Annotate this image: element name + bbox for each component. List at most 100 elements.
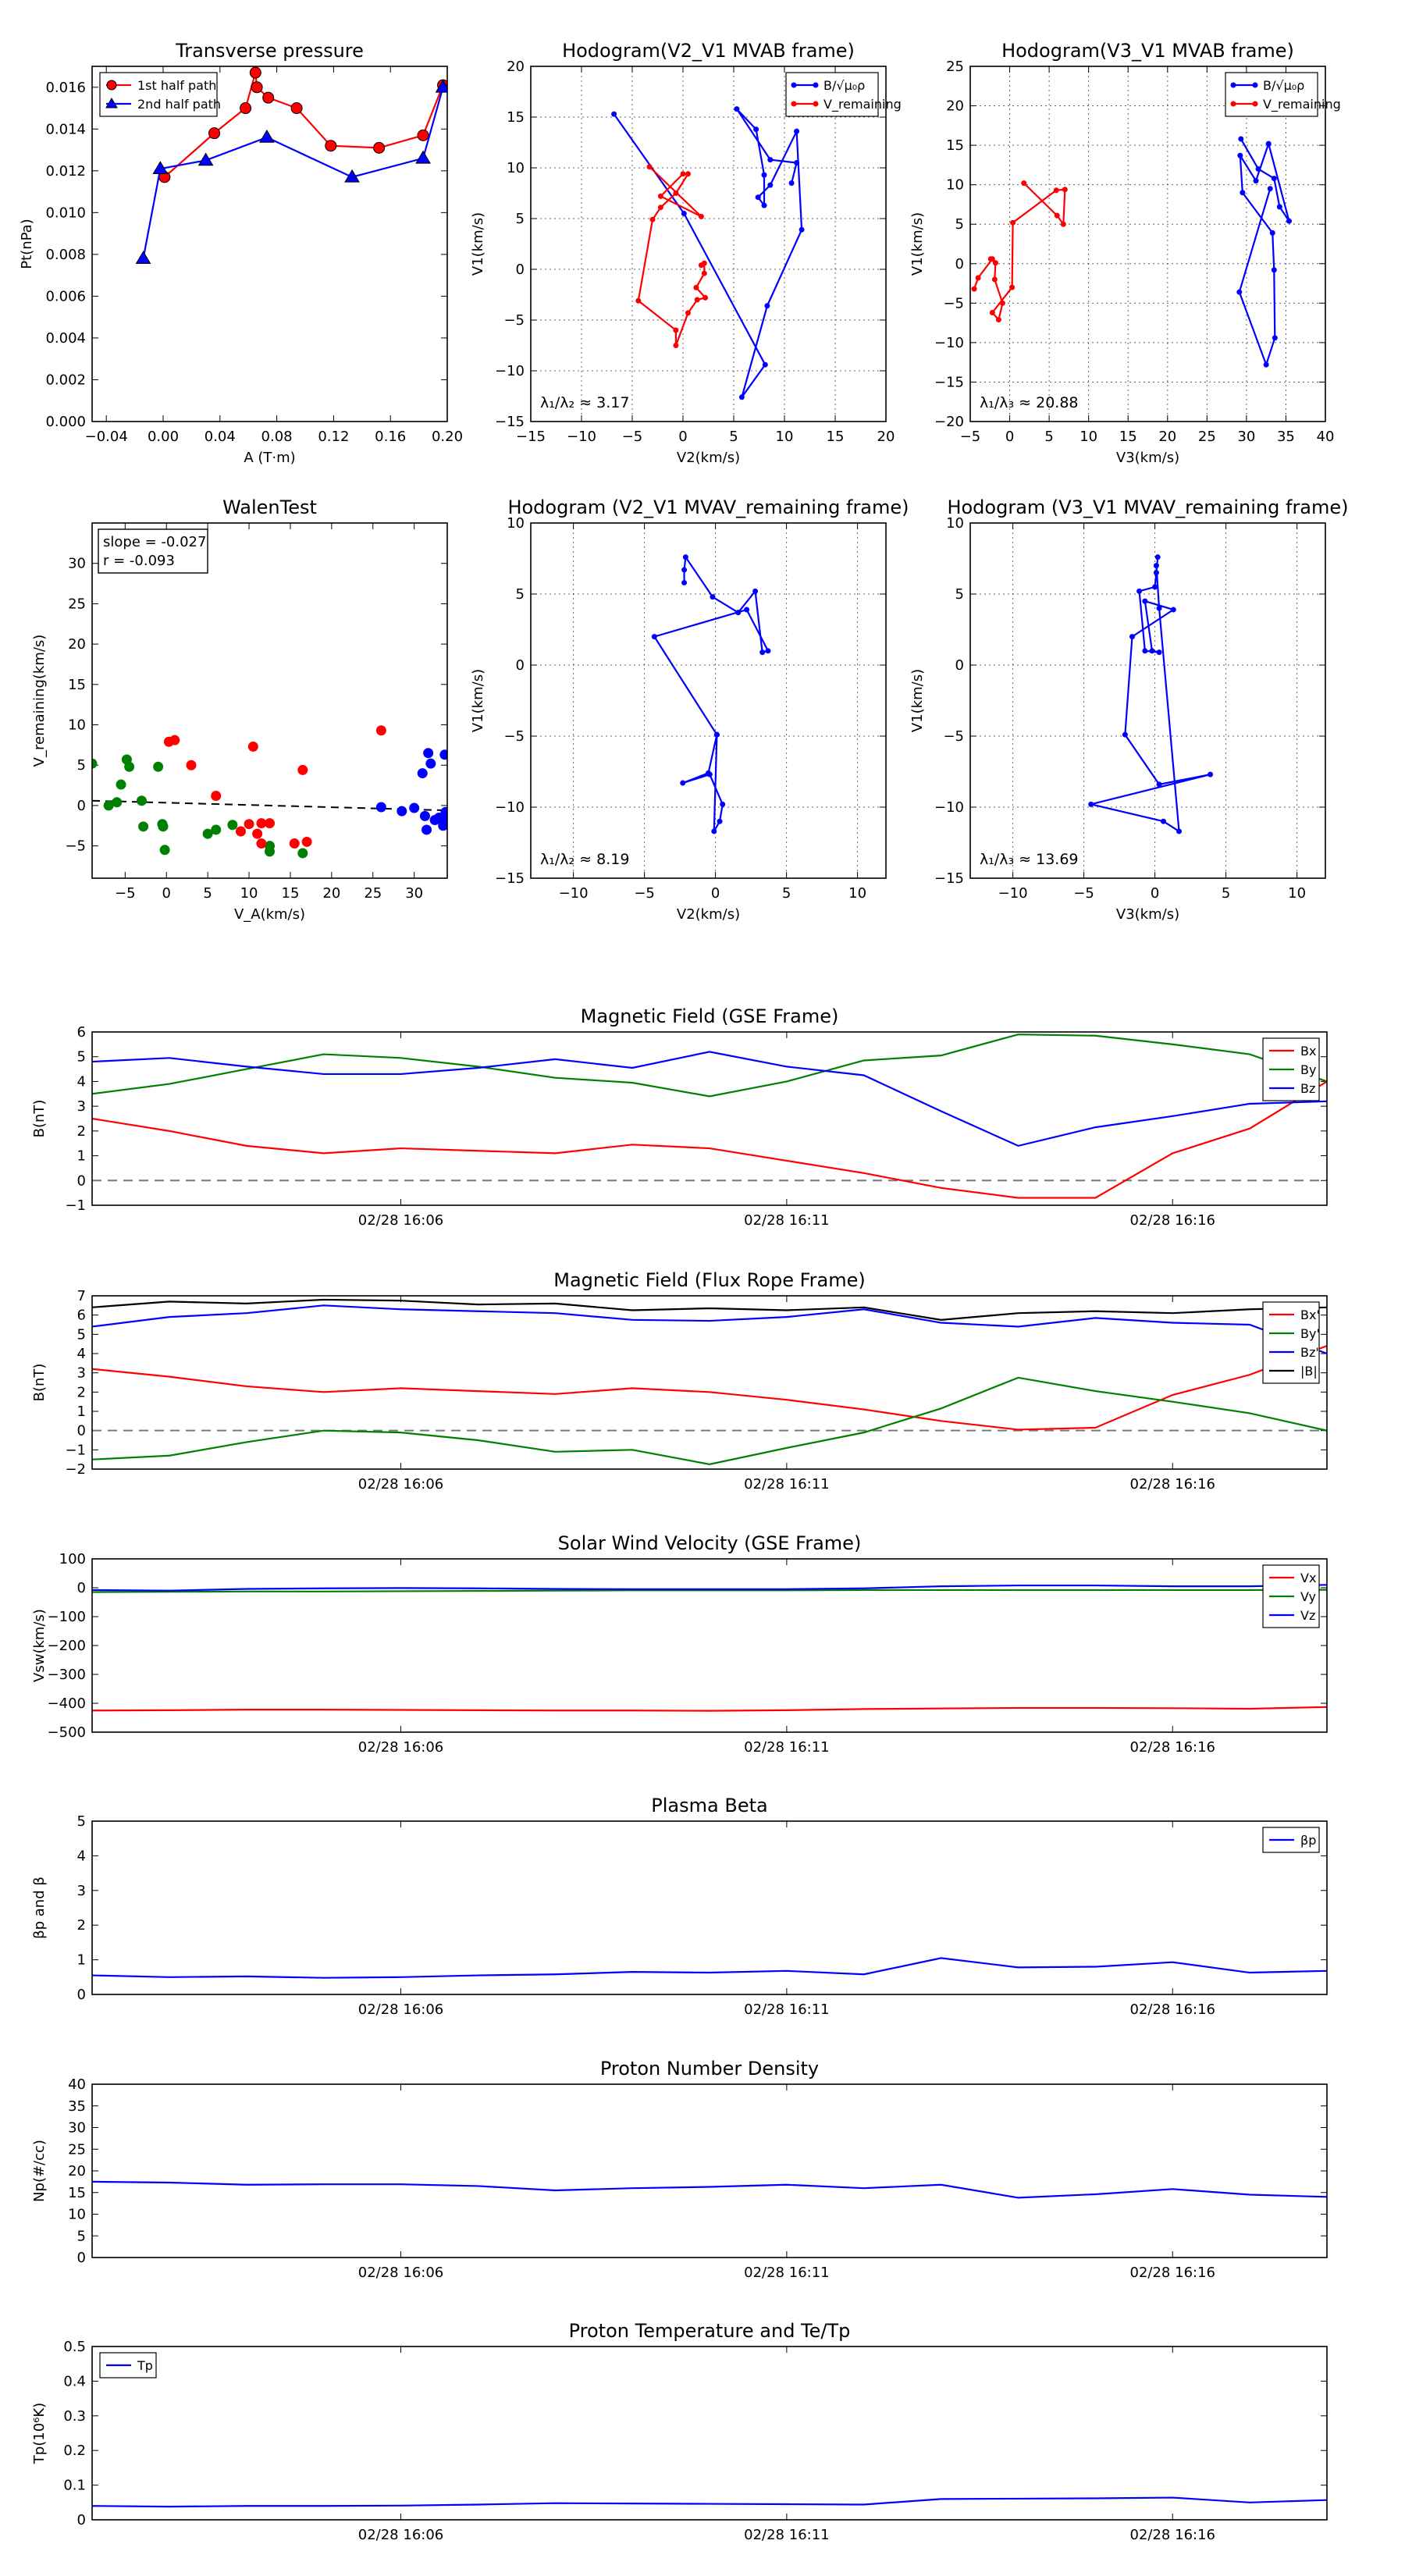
y-tick-label: −300 [48, 1667, 86, 1683]
y-tick-label: −10 [495, 799, 525, 816]
y-tick-label: 2 [77, 1384, 86, 1400]
x-tick-label: 02/28 16:16 [1130, 2265, 1215, 2281]
legend-label: Bz' [1300, 1345, 1319, 1360]
y-tick-label: 0.3 [63, 2408, 86, 2425]
y-tick-label: 4 [77, 1346, 86, 1362]
plot-frame [969, 522, 1326, 879]
y-tick-label: −15 [934, 870, 964, 887]
legend-label: Bx' [1300, 1308, 1320, 1322]
data-point [685, 310, 691, 316]
y-tick-label: 0 [77, 798, 86, 814]
data-point [657, 205, 663, 211]
data-point [1122, 731, 1128, 738]
data-point [1255, 165, 1261, 172]
data-point [646, 164, 653, 170]
y-tick-label: 0.016 [45, 80, 86, 96]
y-tick-label: 0 [516, 262, 525, 278]
x-tick-label: 15 [827, 429, 845, 445]
series-line-2 [92, 1304, 1327, 1355]
chart-h3: Hodogram (V2_V1 MVAV_remaining frame) −10… [470, 496, 909, 923]
y-tick-label: 0.2 [63, 2443, 86, 2459]
x-tick-label: 0 [678, 429, 687, 445]
x-tick-label: 10 [240, 885, 258, 902]
data-point [1286, 218, 1292, 224]
y-tick-label: 20 [68, 636, 86, 653]
annotation-text: λ₁/λ₂ ≈ 3.17 [540, 394, 629, 411]
data-point [1142, 598, 1148, 604]
data-point [373, 141, 386, 154]
y-tick-label: 20 [946, 98, 964, 115]
data-point [1161, 818, 1167, 824]
data-point [152, 161, 169, 174]
x-tick-label: 02/28 16:06 [358, 2527, 443, 2543]
chart-title: Hodogram (V3_V1 MVAV_remaining frame) [947, 496, 1348, 518]
data-point [1236, 289, 1243, 295]
data-point [1208, 771, 1214, 777]
data-point [397, 806, 407, 817]
data-point [995, 317, 1001, 323]
plot-frame [91, 2083, 1328, 2258]
y-tick-label: 5 [516, 586, 525, 603]
data-point [244, 819, 254, 830]
data-point [975, 275, 981, 281]
legend: Tp [99, 2352, 157, 2379]
y-tick-label: −100 [48, 1609, 86, 1625]
data-point [680, 171, 686, 177]
legend-marker [1252, 82, 1258, 88]
y-tick-label: −500 [48, 1724, 86, 1741]
legend-marker [1230, 101, 1236, 107]
data-point [1136, 588, 1143, 594]
series-line-0 [613, 108, 803, 398]
plot-area [651, 554, 771, 834]
x-axis-label: V2(km/s) [677, 450, 740, 466]
legend: Bx By Bz [1262, 1037, 1320, 1101]
x-tick-label: 10 [776, 429, 794, 445]
data-point [711, 828, 717, 834]
x-tick-label: −5 [634, 885, 655, 902]
x-tick-label: −10 [567, 429, 596, 445]
y-tick-label: 0 [77, 1580, 86, 1596]
x-tick-label: 02/28 16:06 [358, 2001, 443, 2018]
y-tick-label: 0.008 [45, 247, 86, 263]
x-axis-label: V3(km/s) [1116, 906, 1179, 923]
data-point [1062, 187, 1068, 193]
data-point [1153, 563, 1159, 569]
x-axis-label: A (T·m) [244, 450, 295, 466]
data-point [710, 594, 716, 600]
y-tick-label: 5 [77, 2228, 86, 2244]
chart-title: Hodogram(V2_V1 MVAB frame) [562, 40, 855, 62]
legend-label: 1st half path [137, 78, 216, 93]
x-tick-label: 0 [1151, 885, 1159, 902]
x-tick-label: 02/28 16:11 [744, 2527, 829, 2543]
y-tick-label: 10 [946, 515, 964, 532]
data-point [752, 588, 759, 594]
data-point [1156, 781, 1162, 788]
data-point [767, 182, 774, 188]
x-tick-label: 5 [203, 885, 212, 902]
data-point [422, 824, 432, 835]
data-point [375, 802, 386, 813]
data-point [211, 791, 222, 802]
series-line-1 [92, 1034, 1327, 1098]
legend-label: βp [1300, 1833, 1316, 1848]
chart-title: Hodogram (V2_V1 MVAV_remaining frame) [507, 496, 909, 518]
data-point [759, 649, 766, 656]
series-line-0 [653, 554, 770, 832]
chart-h1: Hodogram(V2_V1 MVAB frame) −15 −10 −5 0 5 10 15… [470, 40, 902, 466]
y-tick-label: 5 [955, 586, 964, 603]
data-point [680, 780, 686, 786]
y-tick-label: 6 [77, 1024, 86, 1041]
data-point [290, 102, 303, 115]
data-point [681, 567, 688, 573]
data-point [415, 150, 431, 164]
y-tick-label: 30 [68, 2120, 86, 2137]
x-axis-label: V_A(km/s) [234, 906, 305, 923]
data-point [1271, 176, 1277, 182]
data-point [423, 748, 434, 759]
x-tick-label: 0.12 [318, 429, 349, 445]
data-point [767, 157, 774, 163]
x-tick-label: −5 [960, 429, 981, 445]
data-point [734, 106, 740, 112]
x-tick-label: −0.04 [85, 429, 128, 445]
x-tick-label: 02/28 16:06 [358, 1212, 443, 1229]
